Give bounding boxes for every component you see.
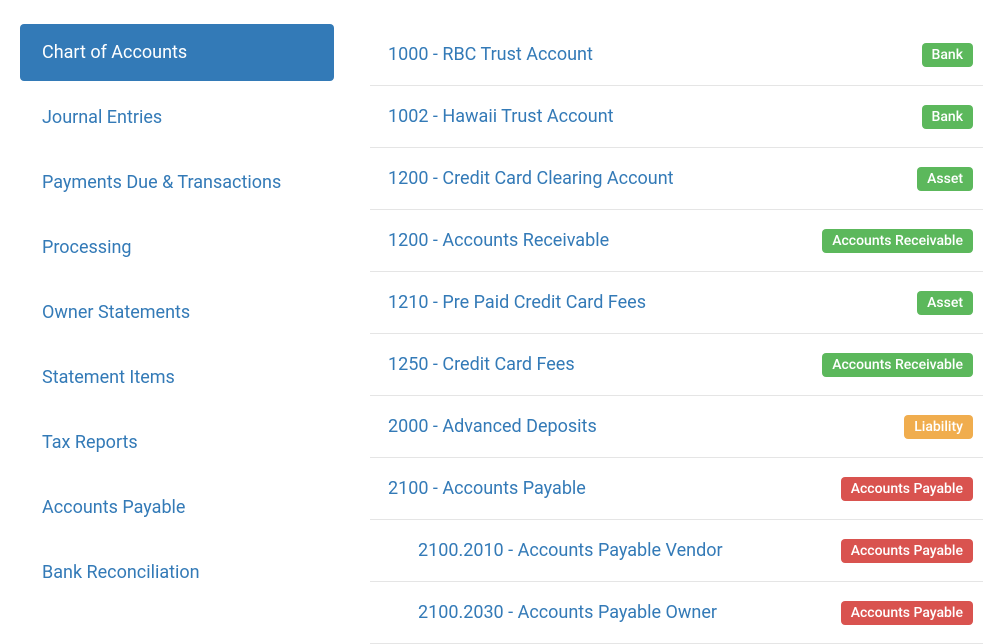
account-link[interactable]: 2000 - Advanced Deposits xyxy=(388,416,597,437)
account-row: 2100.2010 - Accounts Payable Vendor Accou… xyxy=(370,520,983,582)
sidebar-item-label: Owner Statements xyxy=(42,302,190,323)
sidebar-item-tax-reports[interactable]: Tax Reports xyxy=(20,414,334,471)
account-row: 2100.2030 - Accounts Payable Owner Accoun… xyxy=(370,582,983,644)
accounts-list: 1000 - RBC Trust AccountBank1002 - Hawai… xyxy=(350,0,1003,640)
sidebar-item-label: Accounts Payable xyxy=(42,497,185,518)
sidebar-item-processing[interactable]: Processing xyxy=(20,219,334,276)
account-row: 2100 - Accounts Payable Accounts Payable xyxy=(370,458,983,520)
account-link[interactable]: 2100.2030 - Accounts Payable Owner xyxy=(418,602,717,623)
account-row: 1000 - RBC Trust Account Bank xyxy=(370,24,983,86)
account-type-badge: Asset xyxy=(917,291,973,315)
account-type-badge: Liability xyxy=(904,415,973,439)
account-type-badge: Bank xyxy=(922,105,973,129)
sidebar-item-label: Tax Reports xyxy=(42,432,138,453)
account-row: 1250 - Credit Card Fees Accounts Receivab… xyxy=(370,334,983,396)
sidebar-item-chart-of-accounts[interactable]: Chart of Accounts xyxy=(20,24,334,81)
sidebar-item-label: Payments Due & Transactions xyxy=(42,172,281,193)
account-type-badge: Asset xyxy=(917,167,973,191)
sidebar-item-label: Processing xyxy=(42,237,132,258)
sidebar-item-label: Bank Reconciliation xyxy=(42,562,200,583)
account-type-badge: Accounts Payable xyxy=(841,539,973,563)
sidebar-nav: Chart of Accounts Journal Entries Payments… xyxy=(0,0,350,640)
account-link[interactable]: 1200 - Credit Card Clearing Account xyxy=(388,168,674,189)
account-row: 2000 - Advanced Deposits Liability xyxy=(370,396,983,458)
account-type-badge: Accounts Receivable xyxy=(822,229,973,253)
sidebar-item-statement-items[interactable]: Statement Items xyxy=(20,349,334,406)
account-type-badge: Accounts Payable xyxy=(841,601,973,625)
sidebar-item-owner-statements[interactable]: Owner Statements xyxy=(20,284,334,341)
account-row: 1200 - Credit Card Clearing Account Asset xyxy=(370,148,983,210)
account-type-badge: Bank xyxy=(922,43,973,67)
sidebar-item-label: Chart of Accounts xyxy=(42,42,187,63)
account-row: 1210 - Pre Paid Credit Card Fees Asset xyxy=(370,272,983,334)
account-link[interactable]: 1210 - Pre Paid Credit Card Fees xyxy=(388,292,646,313)
account-row: 1002 - Hawaii Trust Account Bank xyxy=(370,86,983,148)
account-type-badge: Accounts Receivable xyxy=(822,353,973,377)
account-link[interactable]: 1002 - Hawaii Trust Account xyxy=(388,106,614,127)
account-link[interactable]: 2100.2010 - Accounts Payable Vendor xyxy=(418,540,723,561)
account-link[interactable]: 2100 - Accounts Payable xyxy=(388,478,586,499)
sidebar-item-journal-entries[interactable]: Journal Entries xyxy=(20,89,334,146)
account-type-badge: Accounts Payable xyxy=(841,477,973,501)
sidebar-item-label: Journal Entries xyxy=(42,107,162,128)
account-link[interactable]: 1000 - RBC Trust Account xyxy=(388,44,593,65)
sidebar-item-bank-reconciliation[interactable]: Bank Reconciliation xyxy=(20,544,334,601)
account-link[interactable]: 1250 - Credit Card Fees xyxy=(388,354,575,375)
sidebar-item-label: Statement Items xyxy=(42,367,175,388)
account-link[interactable]: 1200 - Accounts Receivable xyxy=(388,230,609,251)
account-row: 1200 - Accounts Receivable Accounts Recei… xyxy=(370,210,983,272)
sidebar-item-accounts-payable[interactable]: Accounts Payable xyxy=(20,479,334,536)
sidebar-item-payments-due-transactions[interactable]: Payments Due & Transactions xyxy=(20,154,334,211)
